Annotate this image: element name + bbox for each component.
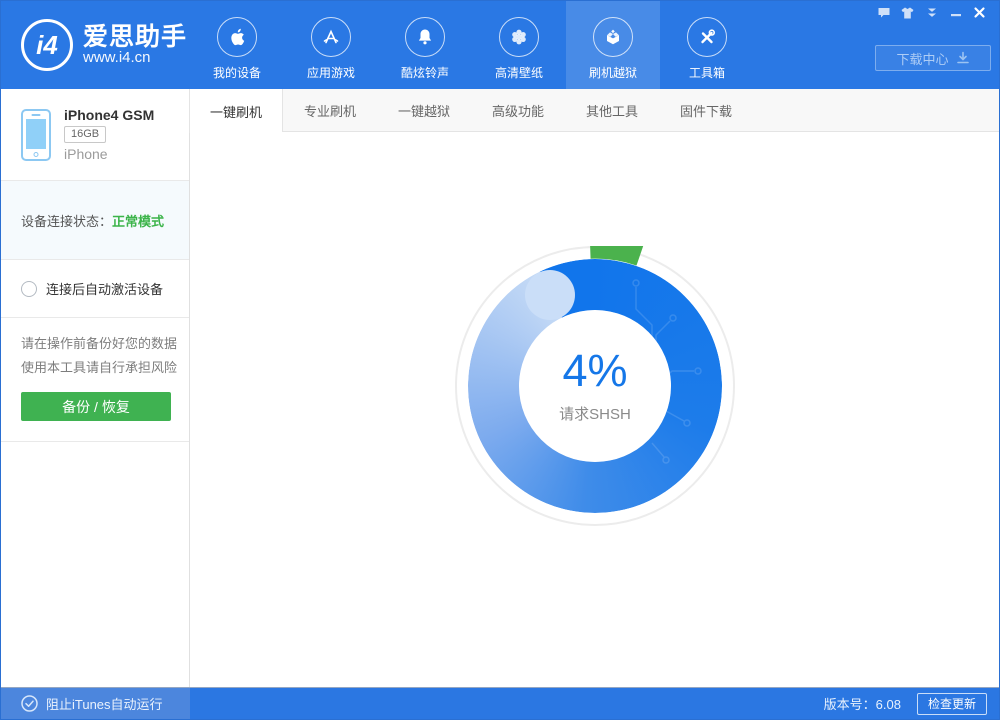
sidebar-empty-area [1,442,189,687]
skin-icon[interactable] [900,5,915,20]
nav-label: 高清壁纸 [494,66,543,80]
check-circle-icon [21,695,38,712]
iphone-device-icon [21,108,51,161]
download-icon [956,51,969,64]
app-logo: i4 爱思助手 www.i4.cn [1,1,190,89]
bell-icon [405,17,445,57]
progress-center: 4% 请求SHSH [519,310,671,462]
progress-percent: 4% [562,345,628,396]
connection-status-value: 正常模式 [112,213,165,229]
auto-activate-row: 连接后自动激活设备 [1,260,189,318]
menu-chevrons-icon[interactable] [924,5,939,20]
jailbreak-box-icon [593,17,633,57]
device-info-panel: iPhone4 GSM 16GB iPhone [1,89,189,181]
nav-item-toolbox[interactable]: 工具箱 [660,1,754,89]
tab-one-click-flash[interactable]: 一键刷机 [189,89,283,133]
footer-right: 版本号：6.08 检查更新 [190,688,999,719]
wallpaper-icon [499,17,539,57]
download-center-label: 下载中心 [896,51,949,67]
auto-activate-label: 连接后自动激活设备 [46,282,164,297]
progress-arc-green [590,246,644,266]
tab-advanced-features[interactable]: 高级功能 [491,104,544,119]
nav-label: 刷机越狱 [588,66,637,80]
main-area: 一键刷机 专业刷机 一键越狱 高级功能 其他工具 固件下载 [189,89,999,687]
connection-status-label: 设备连接状态： [21,213,113,229]
warning-line-1: 请在操作前备份好您的数据 [21,336,178,351]
nav-item-apps-games[interactable]: 应用游戏 [284,1,378,89]
auto-activate-checkbox[interactable] [21,280,37,297]
check-update-button[interactable]: 检查更新 [916,692,987,715]
flash-progress-content: 4% 请求SHSH [190,132,999,687]
progress-status-text: 请求SHSH [559,406,631,423]
connection-status-panel: 设备连接状态： 正常模式 [1,181,189,260]
version-number: 版本号：6.08 [823,697,901,712]
i4-logo-icon: i4 [21,19,73,71]
apple-icon [217,17,257,57]
sidebar: iPhone4 GSM 16GB iPhone 设备连接状态： 正常模式 连接后… [1,89,190,687]
close-icon[interactable] [972,5,987,20]
minimize-icon[interactable] [948,5,963,20]
nav-label: 我的设备 [212,66,261,80]
nav-item-wallpapers[interactable]: 高清壁纸 [472,1,566,89]
tab-other-tools[interactable]: 其他工具 [585,104,638,119]
nav-item-my-devices[interactable]: 我的设备 [190,1,284,89]
tab-pro-flash[interactable]: 专业刷机 [303,104,356,119]
progress-track-and-arc [455,246,735,526]
backup-restore-button[interactable]: 备份 / 恢复 [21,392,171,421]
footer-bar: 阻止iTunes自动运行 版本号：6.08 检查更新 [1,687,999,719]
window-controls [876,5,987,20]
progress-ring: 4% 请求SHSH [455,246,735,526]
device-name: iPhone4 GSM [64,107,155,123]
app-url: www.i4.cn [83,49,151,67]
backup-warning-panel: 请在操作前备份好您的数据 使用本工具请自行承担风险 备份 / 恢复 [1,318,189,442]
nav-label: 酷炫铃声 [400,66,449,80]
tab-bar: 一键刷机 专业刷机 一键越狱 高级功能 其他工具 固件下载 [189,89,999,133]
nav-item-ringtones[interactable]: 酷炫铃声 [378,1,472,89]
warning-line-2: 使用本工具请自行承担风险 [21,360,178,375]
tab-one-click-jailbreak[interactable]: 一键越狱 [397,104,450,119]
nav-label: 工具箱 [688,66,725,80]
nav-label: 应用游戏 [306,66,355,80]
tab-firmware-download[interactable]: 固件下载 [679,104,732,119]
nav-item-flash-jailbreak[interactable]: 刷机越狱 [566,1,660,89]
app-name: 爱思助手 [83,23,188,51]
block-itunes-label: 阻止iTunes自动运行 [46,697,163,712]
progress-spinner-donut [468,259,722,513]
feedback-icon[interactable] [876,5,891,20]
download-center-button[interactable]: 下载中心 [875,45,991,71]
device-capacity-badge: 16GB [64,126,107,143]
block-itunes-toggle[interactable]: 阻止iTunes自动运行 [1,688,190,719]
main-nav: 我的设备 应用游戏 酷炫铃声 高清壁纸 [190,1,754,89]
appstore-icon [311,17,351,57]
device-type: iPhone [64,146,108,162]
spinner-cap [525,270,575,320]
header: i4 爱思助手 www.i4.cn 我的设备 应用游戏 [1,1,999,89]
toolbox-icon [687,17,727,57]
